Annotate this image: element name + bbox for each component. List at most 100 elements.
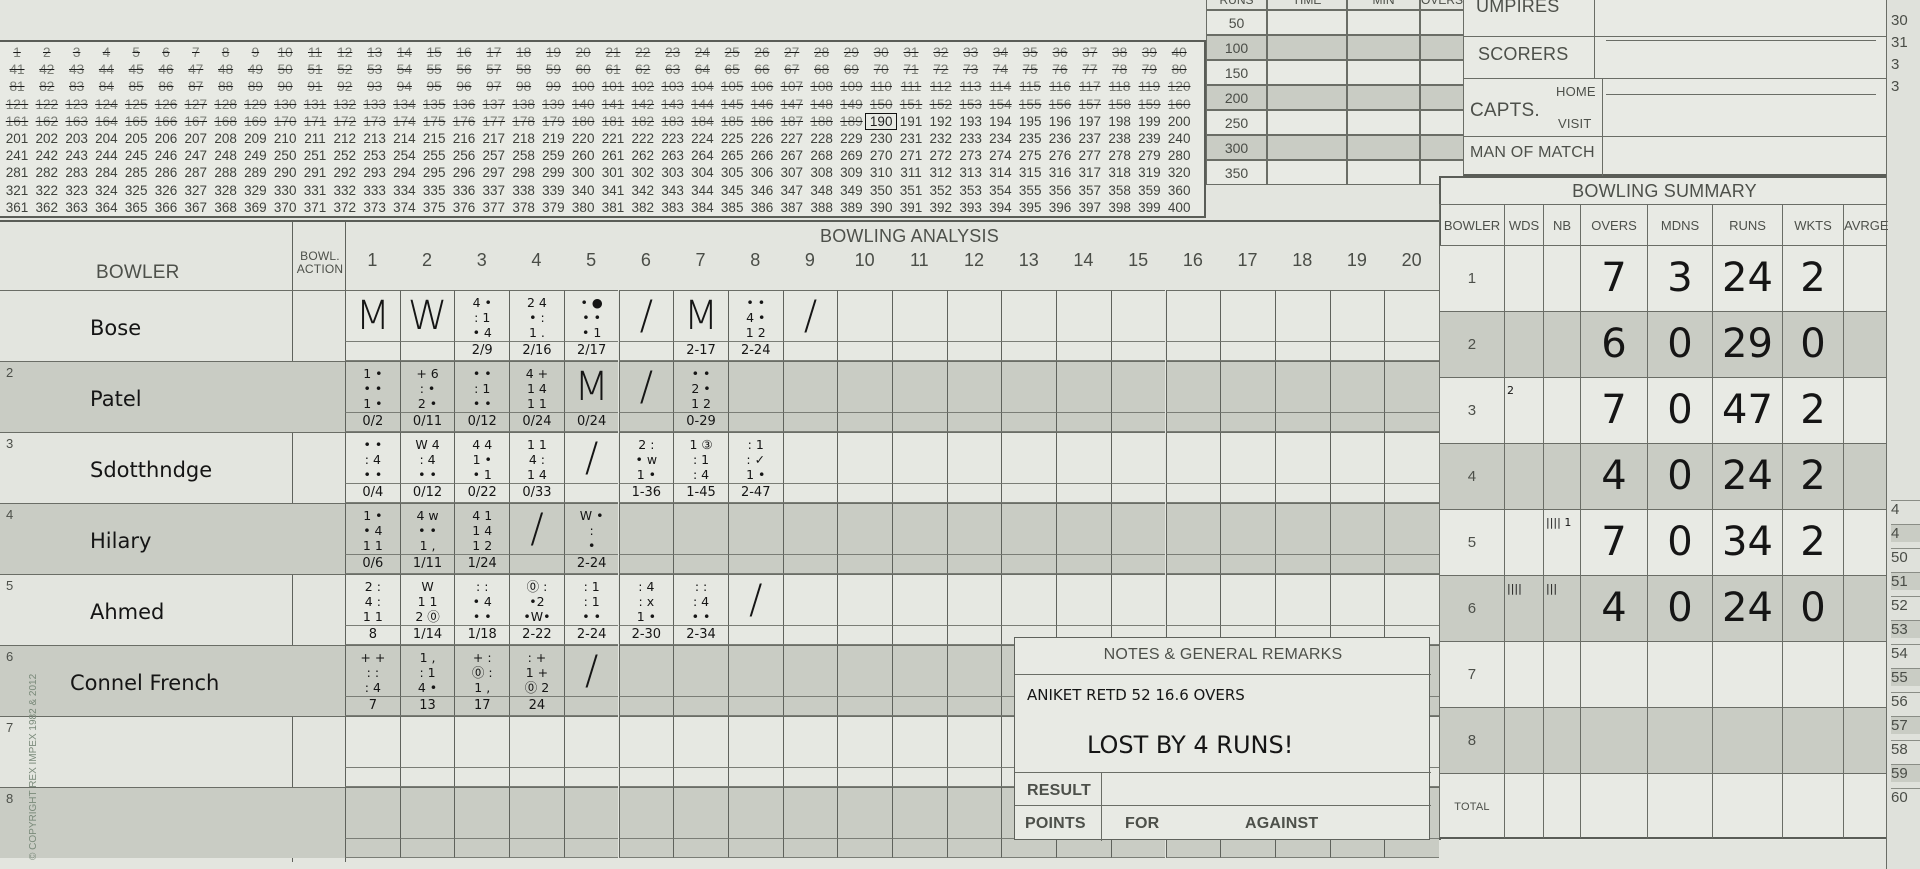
captains-line[interactable] xyxy=(1606,94,1876,95)
tally-number[interactable]: 361 xyxy=(5,199,29,215)
summary-overs-cell[interactable]: 4 xyxy=(1580,575,1647,641)
tally-number[interactable]: 21 xyxy=(605,45,621,60)
over-cumulative-cell[interactable] xyxy=(1165,555,1221,574)
tally-number[interactable]: 296 xyxy=(452,165,476,181)
tally-number[interactable]: 295 xyxy=(422,165,446,181)
over-cumulative-cell[interactable]: 0/11 xyxy=(399,413,455,432)
tally-number[interactable]: 383 xyxy=(661,199,684,215)
over-cumulative-cell[interactable] xyxy=(563,839,619,858)
over-balls-cell[interactable] xyxy=(837,503,892,555)
tally-number[interactable]: 99 xyxy=(545,79,561,95)
tally-number[interactable]: 241 xyxy=(5,148,29,164)
tally-number[interactable]: 181 xyxy=(601,113,625,129)
tally-number[interactable]: 186 xyxy=(750,113,774,129)
milestone-entry-cell[interactable] xyxy=(1420,110,1464,135)
over-balls-cell[interactable] xyxy=(1056,361,1111,413)
tally-number[interactable]: 2 xyxy=(43,45,51,60)
over-balls-cell[interactable] xyxy=(1165,290,1221,342)
tally-number[interactable]: 253 xyxy=(363,148,386,164)
over-balls-cell[interactable] xyxy=(837,716,892,768)
tally-number[interactable]: 248 xyxy=(214,148,237,164)
tally-number[interactable]: 81 xyxy=(9,79,25,95)
tally-number[interactable]: 333 xyxy=(363,182,386,198)
over-cumulative-cell[interactable] xyxy=(1110,839,1166,858)
tally-number[interactable]: 387 xyxy=(780,199,804,215)
tally-number[interactable]: 264 xyxy=(691,148,714,164)
tally-number[interactable]: 337 xyxy=(482,182,506,198)
tally-number[interactable]: 259 xyxy=(542,148,565,164)
over-cumulative-cell[interactable]: 2-24 xyxy=(563,626,619,645)
tally-number[interactable]: 346 xyxy=(750,182,774,198)
over-balls-cell[interactable]: 4 + 1 4 1 1 xyxy=(509,361,564,413)
tally-number[interactable]: 60 xyxy=(575,62,591,78)
tally-number[interactable]: 251 xyxy=(303,148,327,164)
tally-number[interactable]: 298 xyxy=(512,165,535,181)
tally-number[interactable]: 56 xyxy=(456,62,472,78)
bowler-name[interactable]: Ahmed xyxy=(90,600,165,624)
tally-number[interactable]: 342 xyxy=(631,182,655,198)
tally-number[interactable]: 182 xyxy=(631,113,655,129)
summary-wds-cell[interactable] xyxy=(1504,311,1543,377)
tally-number[interactable]: 34 xyxy=(992,45,1008,60)
over-balls-cell[interactable] xyxy=(1220,503,1275,555)
tally-number[interactable]: 334 xyxy=(393,182,416,198)
over-balls-cell[interactable] xyxy=(1110,432,1166,484)
over-balls-cell[interactable]: 4 1 1 4 1 2 xyxy=(454,503,510,555)
tally-number[interactable]: 76 xyxy=(1052,62,1068,78)
tally-number[interactable]: 357 xyxy=(1078,182,1102,198)
tally-number[interactable]: 207 xyxy=(184,131,208,146)
over-balls-cell[interactable] xyxy=(1329,361,1385,413)
tally-number[interactable]: 22 xyxy=(635,45,651,60)
tally-number[interactable]: 151 xyxy=(899,96,923,112)
over-balls-cell[interactable] xyxy=(618,645,674,697)
over-cumulative-cell[interactable]: 2-17 xyxy=(673,342,728,361)
tally-number[interactable]: 196 xyxy=(1048,113,1072,129)
tally-number[interactable]: 309 xyxy=(840,165,863,181)
tally-number[interactable]: 291 xyxy=(303,165,327,181)
over-balls-cell[interactable]: • ● • • • 1 xyxy=(563,290,619,342)
over-cumulative-cell[interactable] xyxy=(727,768,783,787)
tally-number[interactable]: 42 xyxy=(39,62,55,78)
milestone-entry-cell[interactable] xyxy=(1267,60,1347,85)
tally-number[interactable]: 323 xyxy=(65,182,88,198)
tally-number[interactable]: 121 xyxy=(5,96,29,112)
tally-number[interactable]: 100 xyxy=(571,79,595,95)
over-balls-cell[interactable] xyxy=(563,787,619,839)
over-cumulative-cell[interactable] xyxy=(563,697,619,716)
over-cumulative-cell[interactable]: 0/12 xyxy=(399,484,455,503)
tally-number[interactable]: 246 xyxy=(154,148,178,164)
tally-number[interactable]: 188 xyxy=(810,113,833,129)
over-cumulative-cell[interactable] xyxy=(1001,484,1057,503)
over-cumulative-cell[interactable]: 2-24 xyxy=(727,342,783,361)
tally-number[interactable]: 247 xyxy=(184,148,208,164)
tally-number[interactable]: 249 xyxy=(244,148,267,164)
tally-number[interactable]: 138 xyxy=(512,96,535,112)
over-cumulative-cell[interactable]: 2-34 xyxy=(673,626,728,645)
summary-avrge-cell[interactable] xyxy=(1843,311,1886,377)
summary-wkts-cell[interactable] xyxy=(1782,641,1843,707)
over-cumulative-cell[interactable]: 2-30 xyxy=(618,626,674,645)
tally-number[interactable]: 199 xyxy=(1138,113,1161,129)
tally-number[interactable]: 177 xyxy=(482,113,506,129)
over-balls-cell[interactable] xyxy=(727,361,783,413)
tally-number[interactable]: 104 xyxy=(691,79,714,95)
over-cumulative-cell[interactable] xyxy=(837,697,892,716)
tally-number[interactable]: 63 xyxy=(665,62,681,78)
over-balls-cell[interactable] xyxy=(837,361,892,413)
tally-number[interactable]: 88 xyxy=(218,79,234,95)
tally-number[interactable]: 235 xyxy=(1018,131,1042,146)
tally-number[interactable]: 236 xyxy=(1048,131,1072,146)
tally-number[interactable]: 217 xyxy=(482,131,506,146)
summary-nb-cell[interactable] xyxy=(1543,377,1580,443)
over-balls-cell[interactable]: 1 1 4 : 1 4 xyxy=(509,432,564,484)
over-balls-cell[interactable] xyxy=(673,787,728,839)
tally-number[interactable]: 243 xyxy=(65,148,88,164)
over-balls-cell[interactable] xyxy=(1329,574,1385,626)
tally-number[interactable]: 359 xyxy=(1138,182,1161,198)
over-cumulative-cell[interactable] xyxy=(782,413,838,432)
tally-number[interactable]: 58 xyxy=(516,62,532,78)
tally-number[interactable]: 268 xyxy=(810,148,833,164)
tally-number[interactable]: 366 xyxy=(154,199,178,215)
over-balls-cell[interactable] xyxy=(399,716,455,768)
over-cumulative-cell[interactable] xyxy=(618,768,674,787)
